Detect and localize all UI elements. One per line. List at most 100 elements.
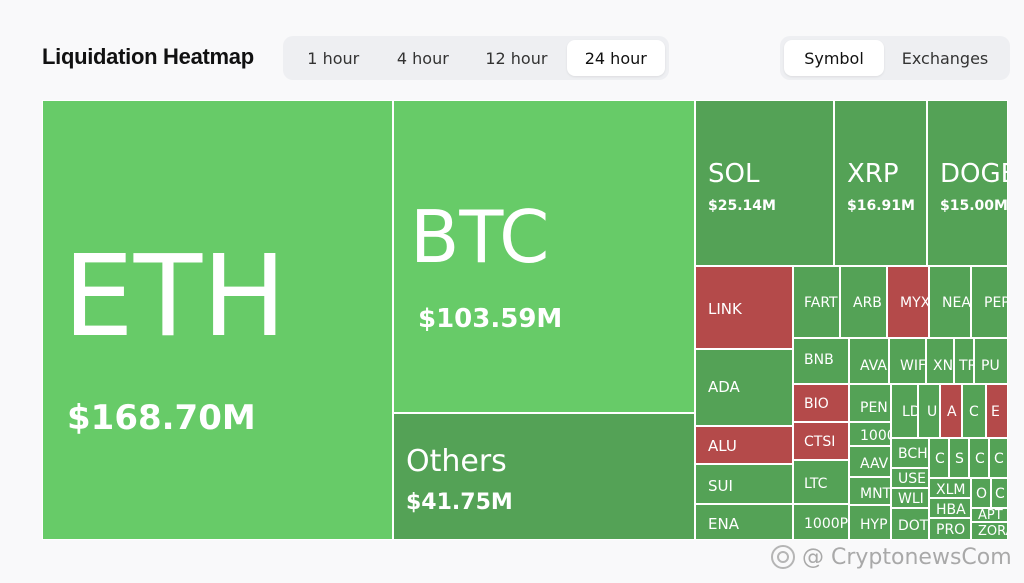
tile-symbol: AVA (860, 358, 887, 374)
heatmap-tile-hba[interactable]: HBA (929, 498, 971, 518)
heatmap-tile-apt[interactable]: APT (971, 508, 1008, 522)
heatmap-tile-link[interactable]: LINK (695, 266, 793, 349)
tile-symbol: DOGE (940, 159, 1007, 189)
heatmap-tile-fart[interactable]: FART (793, 266, 840, 338)
tab-exchanges[interactable]: Exchanges (901, 48, 989, 68)
view-mode-tabs: Symbol Exchanges (780, 36, 1010, 80)
tile-symbol: Others (406, 444, 507, 479)
tile-symbol: WIF (900, 358, 926, 374)
heatmap-tile-1000[interactable]: 1000 (849, 422, 891, 446)
heatmap-tile-use[interactable]: USE (891, 468, 929, 488)
tile-symbol: BNB (804, 352, 834, 368)
heatmap-tile-bnb[interactable]: BNB (793, 338, 849, 384)
heatmap-tile-myx[interactable]: MYX (887, 266, 929, 338)
heatmap-tile-others[interactable]: Others $41.75M (393, 413, 695, 540)
heatmap-tile-xrp[interactable]: XRP $16.91M (834, 100, 927, 266)
tile-symbol: PEN (860, 400, 888, 416)
tile-symbol: HYP (860, 517, 888, 533)
heatmap-tile-wif[interactable]: WIF (889, 338, 926, 384)
heatmap-tile-sui[interactable]: SUI (695, 464, 793, 504)
heatmap-tile-alu[interactable]: ALU (695, 426, 793, 464)
watermark: @ CryptonewsCom (770, 544, 1012, 570)
tab-4-hour[interactable]: 4 hour (396, 48, 449, 68)
heatmap-tile-arb[interactable]: ARB (840, 266, 887, 338)
heatmap-tile-wli[interactable]: WLI (891, 488, 929, 508)
heatmap-tile-xn[interactable]: XN (926, 338, 954, 384)
heatmap-tile-c[interactable]: C (989, 438, 1008, 478)
heatmap-tile-pen[interactable]: PEN (849, 384, 891, 422)
tile-symbol: PRO (936, 522, 966, 538)
tile-symbol: 1000P (804, 516, 849, 532)
tab-1-hour[interactable]: 1 hour (307, 48, 360, 68)
tile-symbol: XN (933, 358, 954, 374)
tile-symbol: C (995, 486, 1005, 502)
heatmap-tile-sol[interactable]: SOL $25.14M (695, 100, 834, 266)
tab-24-hour[interactable]: 24 hour (566, 40, 665, 76)
tile-symbol: A (947, 404, 957, 420)
tile-symbol: C (935, 451, 945, 467)
heatmap-tile-dot[interactable]: DOT (891, 508, 929, 540)
heatmap-tile-doge[interactable]: DOGE $15.00M (927, 100, 1008, 266)
heatmap-tile-c[interactable]: C (929, 438, 949, 478)
heatmap-tile-c[interactable]: C (969, 438, 989, 478)
tile-symbol: BTC (410, 195, 550, 279)
tile-value: $15.00M (940, 198, 1008, 214)
tile-symbol: USE (898, 471, 926, 487)
tile-symbol: MYX (900, 295, 929, 311)
tile-symbol: WLI (898, 491, 924, 507)
tile-symbol: MNT (860, 486, 891, 502)
tile-value: $41.75M (406, 490, 513, 515)
heatmap-tile-btc[interactable]: BTC $103.59M (393, 100, 695, 413)
cryptonews-logo-icon (771, 545, 795, 569)
tile-symbol: HBA (936, 502, 966, 518)
heatmap-tile-bio[interactable]: BIO (793, 384, 849, 422)
heatmap-tile-ltc[interactable]: LTC (793, 460, 849, 504)
heatmap-tile-1000p[interactable]: 1000P (793, 504, 849, 540)
tile-symbol: AAV (860, 456, 889, 472)
heatmap-tile-nea[interactable]: NEA (929, 266, 971, 338)
heatmap-tile-ava[interactable]: AVA (849, 338, 889, 384)
heatmap-tile-aav[interactable]: AAV (849, 446, 891, 477)
heatmap-tile-u[interactable]: U (918, 384, 940, 438)
heatmap-tile-s[interactable]: S (949, 438, 969, 478)
tile-symbol: C (975, 451, 985, 467)
tile-symbol: ALU (708, 437, 737, 455)
tile-symbol: 1000 (860, 428, 890, 444)
tab-symbol[interactable]: Symbol (784, 40, 884, 76)
heatmap-tile-c[interactable]: C (991, 478, 1008, 508)
heatmap-tile-ada[interactable]: ADA (695, 349, 793, 426)
tile-symbol: ETH (63, 232, 287, 362)
tab-12-hour[interactable]: 12 hour (485, 48, 548, 68)
heatmap-tile-pro[interactable]: PRO (929, 518, 971, 540)
heatmap-tile-pep[interactable]: PEP (971, 266, 1008, 338)
heatmap-tile-e[interactable]: E (986, 384, 1008, 438)
heatmap-tile-ctsi[interactable]: CTSI (793, 422, 849, 460)
tile-symbol: FART (804, 295, 838, 311)
tile-symbol: LTC (804, 476, 828, 492)
tile-symbol: S (955, 451, 964, 467)
heatmap-tile-a[interactable]: A (940, 384, 962, 438)
tile-symbol: PEP (984, 295, 1008, 311)
heatmap-tile-o[interactable]: O (971, 478, 991, 508)
heatmap-tile-ena[interactable]: ENA (695, 504, 793, 540)
tile-value: $25.14M (708, 198, 776, 214)
heatmap-tile-eth[interactable]: ETH $168.70M (42, 100, 393, 540)
heatmap-tile-mnt[interactable]: MNT (849, 477, 891, 505)
tile-symbol: TR (959, 358, 973, 374)
heatmap-tile-zora[interactable]: ZORA (971, 522, 1008, 540)
heatmap-tile-bch[interactable]: BCH (891, 438, 929, 468)
tile-symbol: U (927, 404, 938, 420)
heatmap-tile-c[interactable]: C (962, 384, 986, 438)
tile-symbol: E (991, 404, 1000, 420)
heatmap-tile-ld[interactable]: LD (891, 384, 918, 438)
heatmap-tile-pu[interactable]: PU (974, 338, 1008, 384)
tile-symbol: BCH (898, 446, 928, 462)
tile-symbol: XRP (847, 159, 899, 189)
heatmap-tile-tr[interactable]: TR (954, 338, 974, 384)
tile-value: $103.59M (418, 304, 563, 334)
tile-symbol: C (994, 451, 1004, 467)
heatmap-tile-xlm[interactable]: XLM (929, 478, 971, 498)
tile-symbol: ZORA (978, 524, 1007, 539)
heatmap-tile-hyp[interactable]: HYP (849, 505, 891, 540)
tile-symbol: O (976, 486, 988, 502)
